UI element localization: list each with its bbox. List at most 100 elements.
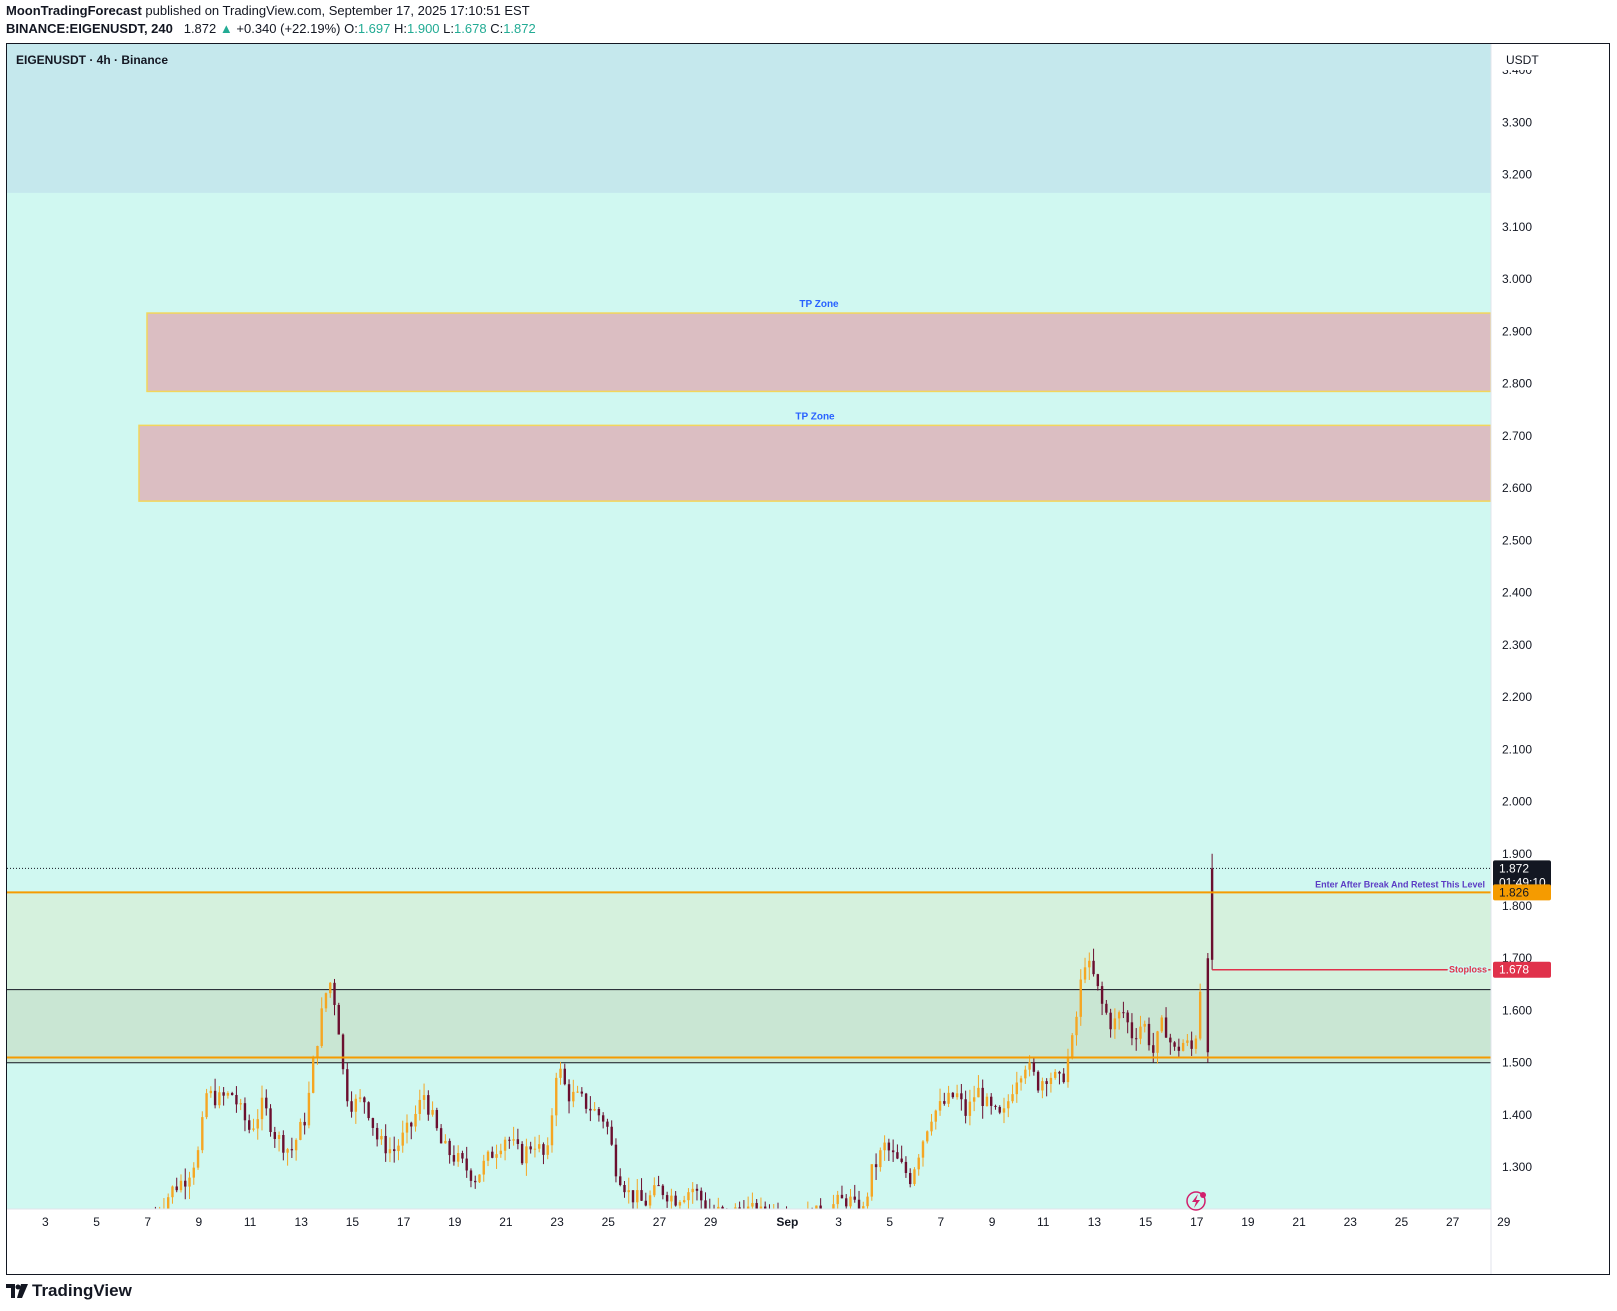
candle-body — [1173, 1042, 1176, 1047]
candle-body — [405, 1122, 409, 1133]
candle-body — [324, 993, 328, 1009]
candle-body — [226, 1093, 230, 1096]
candle-body — [499, 1150, 503, 1155]
candle-body — [870, 1164, 874, 1197]
y-tick-label: 2.600 — [1502, 481, 1532, 495]
entry-price-tag-text: 1.826 — [1499, 885, 1529, 899]
annotation-lines: Enter After Break And Retest This Level S… — [7, 867, 1491, 1059]
x-tick-label: 19 — [1241, 1215, 1255, 1229]
candle-body — [414, 1113, 417, 1127]
candle-body — [947, 1092, 950, 1104]
candle-body — [1062, 1073, 1065, 1083]
candle-body — [977, 1087, 980, 1098]
candle-body — [192, 1167, 195, 1178]
candle-body — [891, 1150, 895, 1153]
y-tick-label: 3.300 — [1502, 115, 1532, 129]
price-axis-background — [1491, 44, 1609, 1274]
candle-body — [1007, 1101, 1010, 1109]
candle-body — [900, 1158, 903, 1162]
candle-body — [601, 1115, 605, 1122]
candle-body — [384, 1135, 387, 1154]
price-chart[interactable]: TP Zone TP Zone Enter After Break And Ret… — [7, 44, 1609, 1274]
candle-body — [243, 1103, 247, 1121]
candle-body — [704, 1200, 707, 1210]
candle-body — [960, 1093, 963, 1100]
candle-body — [418, 1099, 421, 1114]
candle-body — [1015, 1082, 1019, 1095]
last-price-tag[interactable] — [1493, 860, 1551, 891]
candle-body — [636, 1190, 639, 1203]
candle-body — [294, 1139, 298, 1151]
x-tick-label: 27 — [1446, 1215, 1460, 1229]
candle-body — [955, 1093, 959, 1098]
candle-body — [469, 1170, 473, 1181]
candle-body — [175, 1186, 178, 1191]
candle-body — [529, 1146, 532, 1150]
candle-body — [1122, 1012, 1125, 1014]
candle-body — [1041, 1081, 1044, 1091]
high-label: H: — [394, 21, 407, 36]
x-tick-label: 9 — [989, 1215, 996, 1229]
candle-body — [874, 1164, 878, 1168]
candle-body — [964, 1099, 967, 1116]
candle-body — [248, 1120, 251, 1130]
y-tick-label: 2.500 — [1502, 533, 1532, 547]
candle-body — [209, 1090, 213, 1094]
currency-badge[interactable]: USDT — [1497, 48, 1557, 70]
published-text: published on TradingView.com, September … — [145, 3, 530, 18]
candle-body — [1135, 1038, 1138, 1040]
candle-body — [358, 1097, 362, 1099]
candle-body — [665, 1195, 669, 1202]
candle-body — [550, 1115, 554, 1146]
candle-body — [751, 1202, 754, 1207]
tp-zone-2[interactable] — [138, 424, 1492, 502]
stoploss-price-tag[interactable] — [1493, 961, 1551, 978]
candle-body — [1092, 960, 1095, 975]
x-tick-label: 7 — [144, 1215, 151, 1229]
tradingview-icon — [6, 1284, 28, 1298]
y-tick-label: 3.000 — [1502, 272, 1532, 286]
candle-body — [678, 1202, 682, 1206]
y-tick-label: 1.800 — [1502, 899, 1532, 913]
tp-zone-1[interactable] — [146, 312, 1492, 393]
candle-body — [448, 1140, 451, 1156]
x-tick-label: 25 — [602, 1215, 616, 1229]
candle-body — [572, 1091, 575, 1102]
y-tick-label: 3.100 — [1502, 220, 1532, 234]
x-tick-label: 29 — [704, 1215, 718, 1229]
chart-title: EIGENUSDT · 4h · Binance — [16, 53, 168, 67]
candle-body — [277, 1135, 281, 1139]
publish-line: MoonTradingForecast published on Trading… — [6, 2, 1606, 20]
close-label: C: — [490, 21, 504, 36]
candle-body — [1190, 1040, 1193, 1049]
candle-body — [994, 1105, 997, 1107]
author-link[interactable]: MoonTradingForecast — [6, 3, 142, 18]
candle-body — [542, 1144, 545, 1155]
x-tick-label: 23 — [1344, 1215, 1358, 1229]
candle-body — [341, 1034, 345, 1070]
y-tick-label: 2.900 — [1502, 324, 1532, 338]
entry-price-tag[interactable] — [1493, 884, 1551, 901]
x-tick-label: 11 — [244, 1215, 257, 1229]
tradingview-logo[interactable]: TradingView — [6, 1281, 132, 1301]
candle-body — [435, 1109, 439, 1129]
candle-body — [1002, 1108, 1006, 1113]
x-tick-label: 17 — [1190, 1215, 1204, 1229]
candle-body — [695, 1188, 699, 1191]
candle-body — [537, 1144, 541, 1149]
candle-body — [503, 1139, 507, 1151]
candle-body — [1011, 1094, 1014, 1102]
lightning-icon[interactable] — [1186, 1191, 1206, 1211]
x-tick-label: 11 — [1037, 1215, 1050, 1229]
candle-body — [252, 1128, 255, 1130]
chart-frame[interactable]: TP Zone TP Zone Enter After Break And Ret… — [6, 43, 1610, 1275]
candle-body — [363, 1097, 366, 1103]
candle-body — [887, 1142, 891, 1151]
chart-header: MoonTradingForecast published on Trading… — [6, 2, 1606, 38]
candle-body — [474, 1180, 477, 1183]
last-candle-body — [1210, 868, 1214, 960]
candle-body — [1024, 1069, 1027, 1079]
candle-body — [866, 1196, 869, 1207]
candle-body — [166, 1197, 170, 1210]
candle-body — [422, 1095, 426, 1100]
